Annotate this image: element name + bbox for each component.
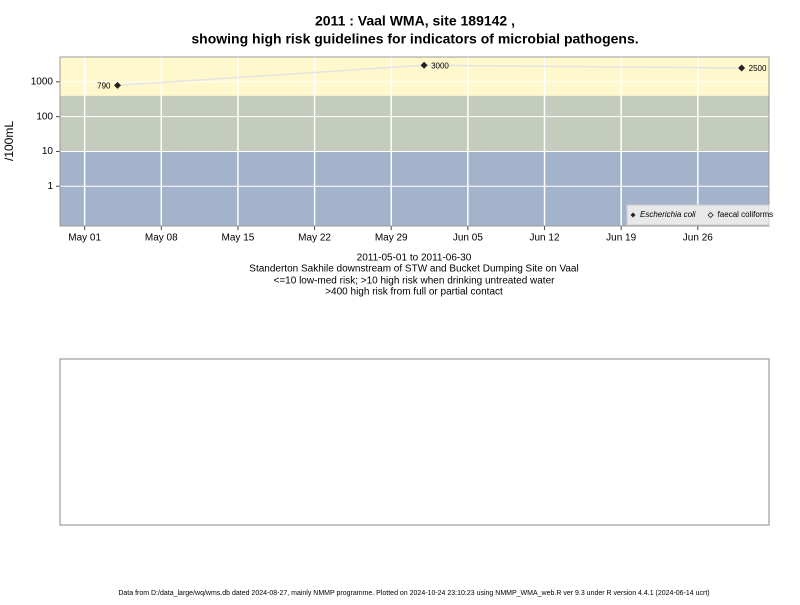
- y-tick-label: 1000: [31, 76, 54, 87]
- date-range: 2011-05-01 to 2011-06-30: [357, 253, 472, 264]
- y-tick-label: 100: [36, 111, 53, 122]
- x-tick-label: May 15: [222, 233, 255, 244]
- legend-label: Escherichia coli: [640, 210, 696, 219]
- y-tick-label: 10: [42, 146, 54, 157]
- value-label: 2500: [749, 64, 767, 73]
- data-point: [113, 81, 121, 89]
- legend-label: faecal coliforms: [718, 210, 774, 219]
- risk-band: [60, 95, 769, 152]
- plot-frame: [59, 56, 770, 227]
- x-tick-label: Jun 26: [683, 233, 713, 244]
- y-axis-label: /100mL: [2, 121, 16, 161]
- value-label: 3000: [431, 61, 449, 70]
- x-tick-label: Jun 05: [453, 233, 483, 244]
- note: >400 high risk from full or partial cont…: [325, 287, 503, 298]
- chart-subtitle: showing high risk guidelines for indicat…: [191, 31, 638, 47]
- legend-marker: [707, 211, 714, 219]
- y-tick-label: 1: [47, 181, 53, 192]
- footer: Data from D:/data_large/wq/wms.db dated …: [118, 590, 709, 597]
- x-tick-label: May 08: [145, 233, 178, 244]
- legend-marker: [630, 212, 636, 218]
- x-tick-label: May 01: [68, 233, 101, 244]
- note: <=10 low-med risk; >10 high risk when dr…: [274, 276, 556, 287]
- legend-box: [626, 204, 770, 226]
- empty-panel: [59, 358, 770, 526]
- x-tick-label: Jun 19: [606, 233, 636, 244]
- value-label: 790: [97, 82, 111, 91]
- x-tick-label: May 29: [375, 233, 408, 244]
- x-tick-label: May 22: [298, 233, 331, 244]
- x-tick-label: Jun 12: [530, 233, 560, 244]
- site-name: Standerton Sakhile downstream of STW and…: [249, 264, 578, 275]
- risk-band: [60, 57, 769, 96]
- data-point: [738, 64, 746, 72]
- chart-title: 2011 : Vaal WMA, site 189142 ,: [315, 13, 515, 29]
- data-point: [420, 61, 428, 69]
